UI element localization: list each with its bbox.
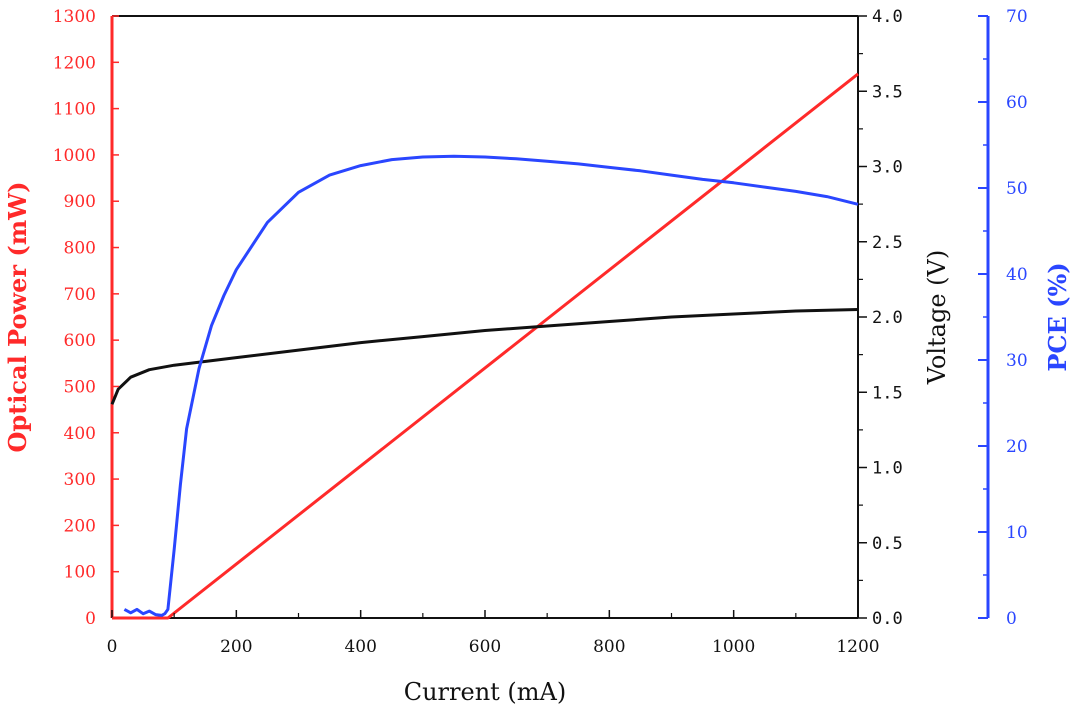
optical-power-line [112, 72, 859, 620]
voltage-axis-title: Voltage (V) [923, 250, 951, 385]
voltage-tick-label: 0.5 [872, 534, 903, 554]
left-axis-title: Optical Power (mW) [3, 182, 32, 453]
series-layer [110, 72, 859, 620]
pce-tick-label: 0 [1006, 609, 1017, 629]
pce-axis-title: PCE (%) [1043, 262, 1072, 371]
left-tick-label: 1100 [53, 100, 96, 120]
left-tick-label: 400 [64, 424, 96, 444]
voltage-tick-label: 4.0 [872, 7, 903, 27]
left-tick-label: 0 [85, 609, 96, 629]
pce-tick-label: 10 [1006, 523, 1028, 543]
left-tick-label: 700 [64, 285, 96, 305]
left-tick-label: 1200 [53, 53, 96, 73]
left-tick-label: 500 [64, 377, 96, 397]
left-tick-label: 900 [64, 192, 96, 212]
axis-layer: 0 200 400 600 800 1000 12000100200300400500600… [53, 7, 1028, 657]
voltage-tick-label: 2.5 [872, 233, 903, 253]
x-tick-label: 400 [344, 637, 376, 657]
x-tick-label: 1000 [712, 637, 755, 657]
left-tick-label: 800 [64, 239, 96, 259]
left-tick-label: 200 [64, 516, 96, 536]
voltage-tick-label: 3.5 [872, 82, 903, 102]
left-tick-label: 100 [64, 563, 96, 583]
x-tick-label: 800 [593, 637, 625, 657]
voltage-line [110, 308, 859, 405]
voltage-tick-label: 3.0 [872, 158, 903, 178]
pce-tick-label: 50 [1006, 179, 1028, 199]
x-axis-title: Current (mA) [404, 678, 567, 705]
pce-tick-label: 20 [1006, 437, 1028, 457]
left-tick-label: 1000 [53, 146, 96, 166]
left-tick-label: 300 [64, 470, 96, 490]
x-tick-label: 200 [220, 637, 252, 657]
x-tick-label: 0 [107, 637, 118, 657]
voltage-tick-label: 0.0 [872, 609, 903, 629]
voltage-tick-label: 2.0 [872, 308, 903, 328]
left-tick-label: 1300 [53, 7, 96, 27]
x-tick-label: 600 [469, 637, 501, 657]
pce-tick-label: 70 [1006, 7, 1028, 27]
x-tick-label: 1200 [836, 637, 879, 657]
pce-tick-label: 60 [1006, 93, 1028, 113]
pce-tick-label: 30 [1006, 351, 1028, 371]
voltage-tick-label: 1.5 [872, 383, 903, 403]
left-tick-label: 600 [64, 331, 96, 351]
pce-line [123, 154, 859, 617]
pce-tick-label: 40 [1006, 265, 1028, 285]
voltage-tick-label: 1.0 [872, 459, 903, 479]
